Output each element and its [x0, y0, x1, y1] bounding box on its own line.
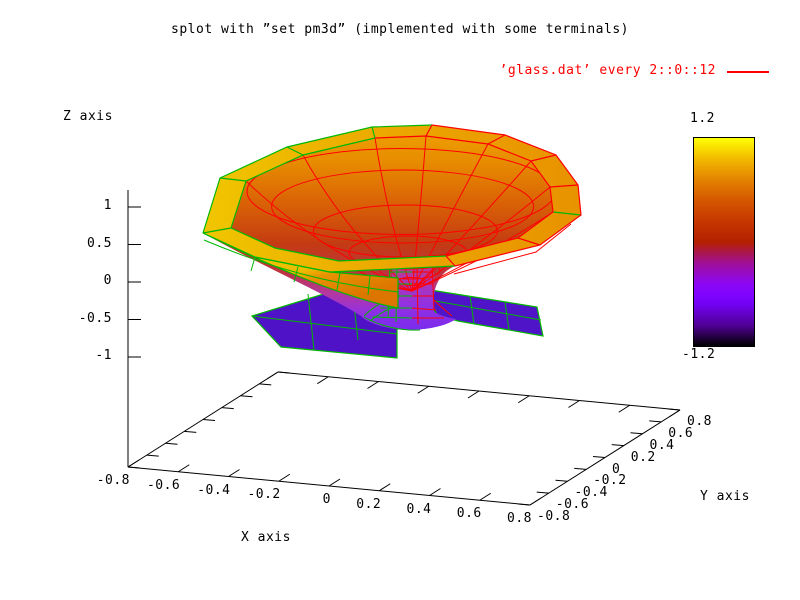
y-tick: [536, 491, 549, 494]
y-tick: [517, 503, 531, 506]
x-axis-title: X axis: [241, 530, 291, 545]
x-tick-mirror: [618, 404, 631, 413]
y-tick: [667, 408, 681, 411]
z-tick-label: 1: [103, 198, 112, 213]
colorbar-max-label: 1.2: [690, 111, 715, 126]
x-tick: [529, 497, 542, 506]
legend-label: ’glass.dat’ every 2::0::12: [499, 63, 716, 78]
z-tick-label: 0.5: [87, 235, 112, 251]
y-tick: [611, 444, 624, 447]
x-tick: [127, 459, 140, 468]
x-tick: [328, 478, 341, 487]
y-tick-label: -0.6: [555, 497, 590, 513]
x-tick: [228, 469, 240, 477]
x-tick-mirror: [417, 385, 430, 394]
y-tick-label: -0.4: [574, 485, 608, 501]
x-tick-mirror: [568, 400, 580, 408]
x-tick-label: -0.6: [146, 477, 181, 493]
y-tick-mirror: [221, 407, 234, 410]
y-tick: [592, 456, 606, 458]
x-tick-label: 0.4: [406, 501, 432, 517]
y-tick-mirror: [240, 395, 253, 398]
x-tick: [479, 492, 492, 501]
x-tick: [378, 483, 391, 492]
colorbar-gradient: [693, 137, 755, 347]
y-tick: [630, 432, 643, 435]
y-tick-label: 0.2: [630, 449, 656, 465]
colorbar-min-label: -1.2: [682, 347, 716, 362]
x-tick-mirror: [467, 390, 480, 399]
y-tick-label: 0.8: [687, 414, 712, 429]
y-tick-label: -0.8: [537, 509, 571, 524]
x-tick-label: 0.8: [507, 511, 532, 526]
y-tick-label: 0.6: [668, 425, 694, 441]
plot-title: splot with ”set pm3d” (implemented with …: [171, 22, 629, 37]
y-tick-label: -0.2: [593, 473, 627, 489]
z-axis-title: Z axis: [63, 109, 113, 124]
y-tick: [574, 467, 587, 470]
x-tick-label: 0: [322, 492, 331, 507]
x-tick-label: 0.6: [456, 506, 482, 522]
x-tick-label: -0.4: [197, 482, 231, 498]
z-tick-label: -1: [95, 348, 112, 363]
y-tick-mirror: [165, 442, 178, 445]
y-tick-mirror: [277, 371, 291, 374]
axis-ticks: [127, 206, 681, 506]
x-tick-mirror: [517, 395, 530, 404]
y-tick-label: 0.4: [649, 437, 675, 453]
base-right-wing: [422, 288, 544, 337]
x-tick-label: 0.2: [356, 496, 382, 512]
rim-ring: [202, 124, 582, 273]
x-tick-mirror: [668, 409, 681, 418]
y-tick: [649, 420, 662, 423]
y-tick: [555, 479, 568, 482]
y-tick-label: 0: [612, 461, 621, 477]
x-tick: [278, 473, 291, 482]
x-tick-label: -0.2: [247, 487, 281, 503]
legend-line-sample: [727, 71, 769, 73]
y-tick-mirror: [184, 430, 197, 433]
y-axis-title: Y axis: [700, 489, 750, 504]
y-tick-mirror: [202, 419, 216, 421]
z-tick-label: 0: [103, 273, 112, 288]
y-tick-mirror: [259, 383, 272, 386]
y-tick-mirror: [146, 454, 159, 457]
x-tick-mirror: [316, 376, 329, 385]
x-tick: [429, 488, 441, 496]
x-tick-label: -0.8: [96, 473, 130, 488]
bowl-surface: [203, 125, 581, 330]
x-tick-mirror: [266, 371, 279, 380]
z-tick-label: -0.5: [78, 310, 112, 326]
x-tick: [177, 464, 190, 473]
x-tick-mirror: [367, 381, 379, 389]
y-tick-mirror: [127, 466, 141, 469]
